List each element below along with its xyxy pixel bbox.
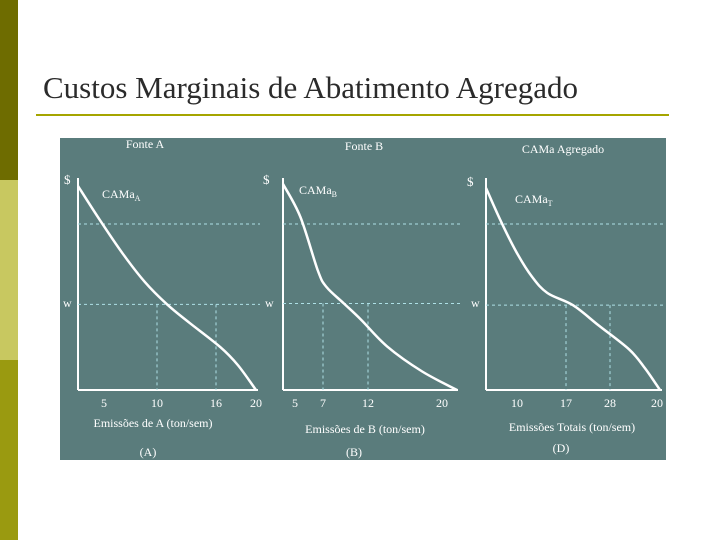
panel-d-letter: (D) [553,441,570,455]
panel-a-tick-label: 16 [210,396,222,410]
title-underline [36,114,669,116]
panel-d-guides [486,223,664,390]
panel-b-title: Fonte B [345,139,383,153]
panel-b-y-symbol: $ [263,172,270,187]
panel-b-guides [283,223,461,390]
panel-d-series-name: CAMa [515,192,548,206]
panel-a-xlabel: Emissões de A (ton/sem) [94,416,213,430]
left-accent-bar-bottom [0,360,18,540]
panel-b-w-label: w [265,296,274,310]
panel-b-tick-label: 5 [292,396,298,410]
panel-b-series-subscript: B [332,190,337,199]
panel-b: Fonte B $ CAMaB w 5 7 12 20 Emissões de B (… [263,139,461,459]
panel-a-w-label: w [63,296,72,310]
panel-d-title: CAMa Agregado [522,142,604,156]
panel-a: Fonte A $ CAMaA w 5 10 16 20 Emissões de A … [63,137,262,459]
panel-b-series-name: CAMa [299,183,332,197]
panel-d-tick-label: 10 [511,396,523,410]
panel-b-series-label: CAMaB [299,183,337,199]
panel-a-guides [78,223,260,390]
chart-figure: Fonte A $ CAMaA w 5 10 16 20 Emissões de A … [60,137,666,460]
panel-a-tick-label: 5 [101,396,107,410]
panel-a-series-label: CAMaA [102,187,141,203]
panel-b-letter: (B) [346,445,362,459]
panel-d-tick-label: 20 [651,396,663,410]
panel-a-letter: (A) [140,445,157,459]
panel-d-y-symbol: $ [467,174,474,189]
panel-b-xlabel: Emissões de B (ton/sem) [305,422,425,436]
panel-d-series-subscript: T [548,199,553,208]
panel-b-curve [281,183,458,392]
panel-b-tick-label: 7 [320,396,326,410]
panel-b-tick-label: 12 [362,396,374,410]
panel-d-ticks: 10 17 28 20 [511,396,663,410]
panel-d-xlabel: Emissões Totais (ton/sem) [509,420,635,434]
panel-d-w-label: w [471,296,480,310]
panel-a-series-name: CAMa [102,187,135,201]
panel-d: CAMa Agregado $ CAMaT w 10 17 28 20 Emissõe… [467,142,664,455]
panel-a-series-subscript: A [135,194,141,203]
panel-b-tick-label: 20 [436,396,448,410]
panel-a-ticks: 5 10 16 20 [101,396,262,410]
panel-a-y-symbol: $ [64,172,71,187]
panel-a-title: Fonte A [126,138,165,151]
panel-a-tick-label: 20 [250,396,262,410]
left-accent-bar-top [0,0,18,180]
panel-b-ticks: 5 7 12 20 [292,396,448,410]
slide-title: Custos Marginais de Abatimento Agregado [43,70,578,105]
panel-a-curve [76,185,258,391]
panel-a-tick-label: 10 [151,396,163,410]
panel-d-curve [484,187,662,391]
panel-d-tick-label: 17 [560,396,572,410]
chart-svg: Fonte A $ CAMaA w 5 10 16 20 Emissões de A … [63,137,664,459]
panel-d-tick-label: 28 [604,396,616,410]
panel-d-series-label: CAMaT [515,192,553,208]
left-accent-bar-middle [0,180,18,360]
